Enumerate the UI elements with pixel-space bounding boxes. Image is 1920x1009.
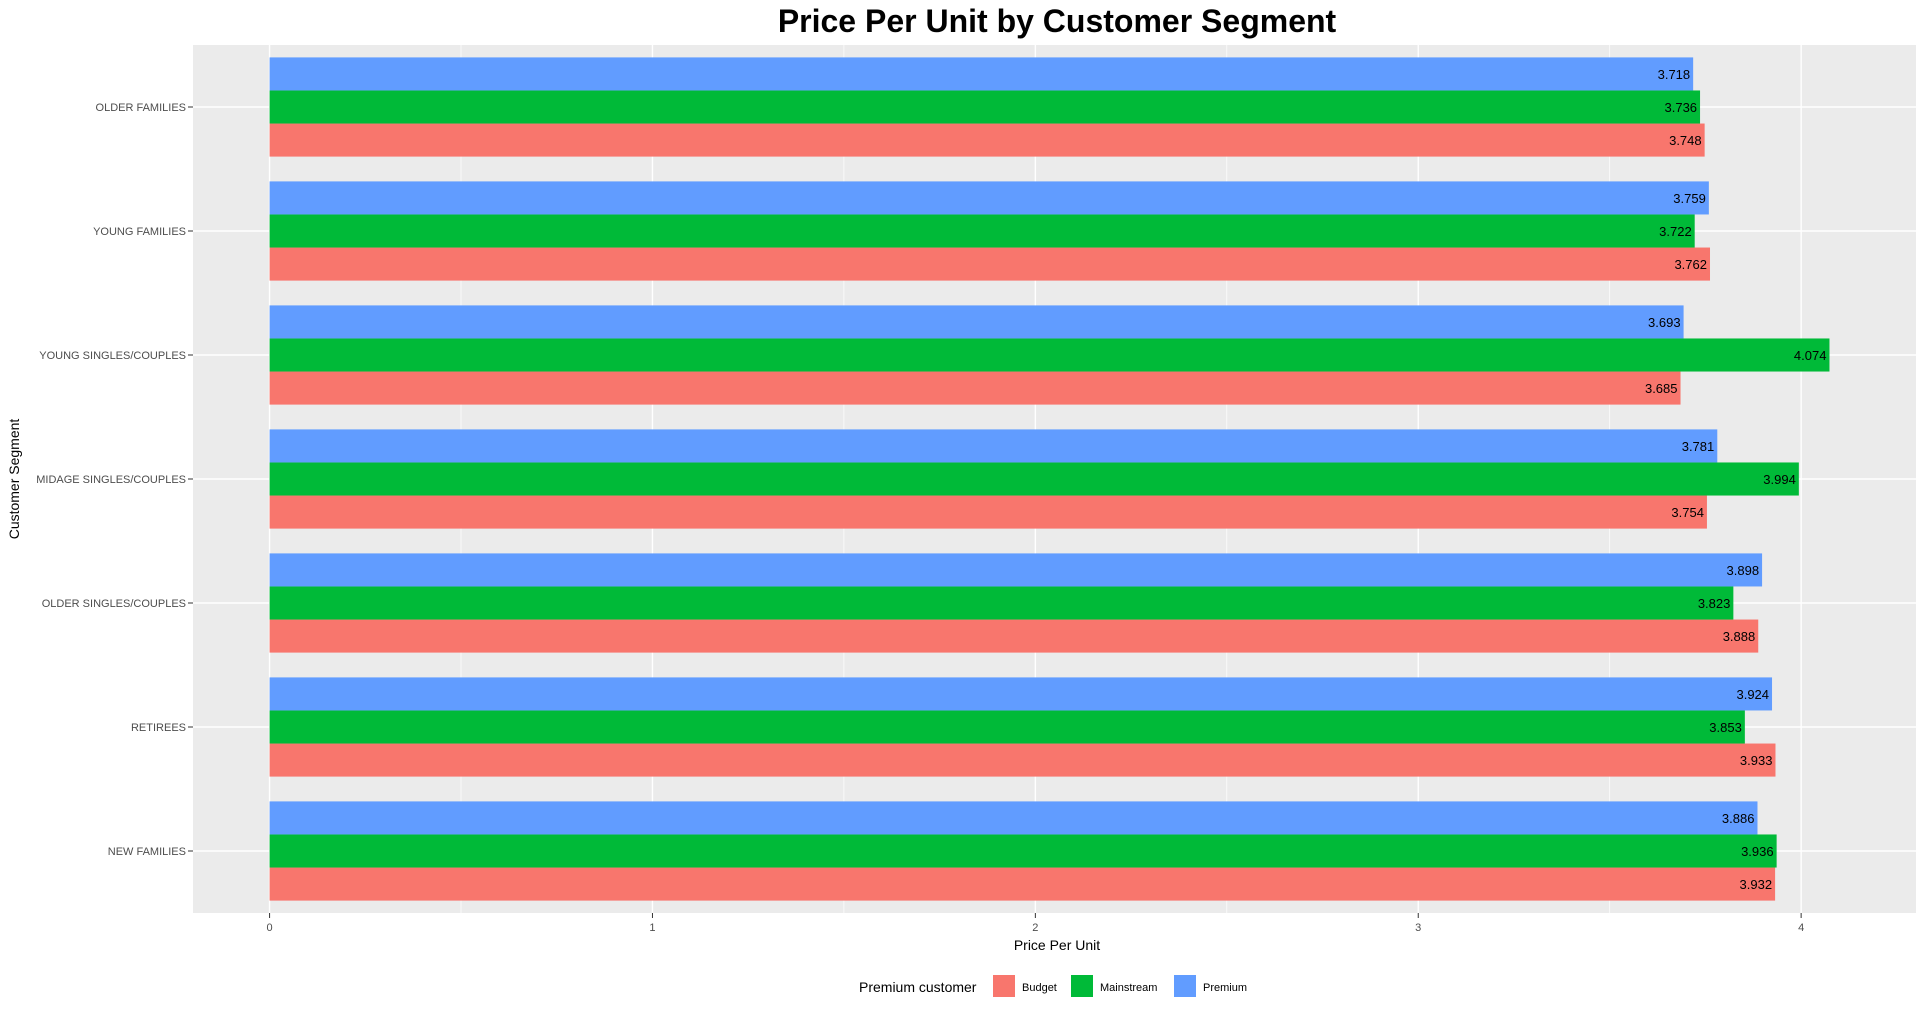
data-label: 3.888 — [1723, 629, 1756, 644]
legend-key — [993, 975, 1015, 997]
data-label: 3.748 — [1669, 133, 1702, 148]
bar — [269, 801, 1758, 835]
legend-title: Premium customer — [859, 979, 977, 995]
legend-key — [1174, 975, 1196, 997]
x-axis-title: Price Per Unit — [1014, 937, 1100, 953]
y-axis: OLDER FAMILIES YOUNG FAMILIES YOUNG SINGLE… — [36, 102, 193, 858]
y-tick-label: OLDER FAMILIES — [96, 102, 186, 114]
y-tick-label: MIDAGE SINGLES/COUPLES — [36, 474, 186, 486]
x-tick-label: 3 — [1415, 922, 1421, 934]
bar — [269, 462, 1799, 496]
x-tick-label: 1 — [649, 922, 655, 934]
legend-label: Premium — [1203, 982, 1247, 994]
data-label: 3.685 — [1645, 381, 1678, 396]
data-label: 4.074 — [1794, 348, 1827, 363]
data-label: 3.933 — [1740, 753, 1773, 768]
data-label: 3.823 — [1698, 596, 1731, 611]
x-tick-label: 4 — [1798, 922, 1804, 934]
data-label: 3.762 — [1674, 257, 1707, 272]
bar — [269, 90, 1701, 124]
data-label: 3.936 — [1741, 844, 1774, 859]
bar — [269, 123, 1705, 157]
bar — [269, 214, 1695, 248]
bar — [269, 553, 1763, 587]
y-tick-label: OLDER SINGLES/COUPLES — [42, 598, 186, 610]
bar — [269, 619, 1759, 653]
y-axis-title: Customer Segment — [6, 419, 22, 540]
data-label: 3.693 — [1648, 315, 1681, 330]
bar — [269, 247, 1711, 281]
bars — [269, 57, 1830, 901]
legend-label: Mainstream — [1100, 982, 1157, 994]
data-label: 3.932 — [1740, 877, 1773, 892]
data-label: 3.754 — [1671, 505, 1704, 520]
data-label: 3.994 — [1763, 472, 1796, 487]
bar — [269, 867, 1776, 901]
data-label: 3.759 — [1673, 191, 1706, 206]
y-tick-label: NEW FAMILIES — [108, 846, 186, 858]
bar — [269, 495, 1707, 529]
legend-items: Budget Mainstream Premium — [993, 975, 1247, 997]
x-tick-label: 0 — [267, 922, 273, 934]
data-label: 3.718 — [1658, 67, 1691, 82]
chart-title: Price Per Unit by Customer Segment — [778, 3, 1337, 39]
bar — [269, 338, 1830, 372]
legend-key — [1071, 975, 1093, 997]
bar — [269, 57, 1694, 91]
bar — [269, 429, 1718, 463]
bar — [269, 743, 1776, 777]
data-labels: 3.748 3.736 3.718 3.762 3.722 3.759 3.685 4.074… — [1645, 67, 1826, 892]
x-axis: 0 1 2 3 4 — [267, 913, 1804, 934]
legend: Premium customer Budget Mainstream Premium — [859, 975, 1247, 997]
data-label: 3.736 — [1665, 100, 1698, 115]
data-label: 3.924 — [1736, 687, 1769, 702]
y-tick-label: YOUNG SINGLES/COUPLES — [39, 350, 186, 362]
data-label: 3.722 — [1659, 224, 1692, 239]
data-label: 3.886 — [1722, 811, 1755, 826]
data-label: 3.853 — [1709, 720, 1742, 735]
data-label: 3.781 — [1682, 439, 1715, 454]
bar — [269, 586, 1734, 620]
bar — [269, 834, 1777, 868]
data-label: 3.898 — [1727, 563, 1760, 578]
bar — [269, 305, 1684, 339]
bar — [269, 710, 1745, 744]
y-tick-label: YOUNG FAMILIES — [93, 226, 186, 238]
y-tick-label: RETIREES — [131, 722, 186, 734]
legend-label: Budget — [1022, 982, 1057, 994]
bar — [269, 677, 1773, 711]
bar — [269, 181, 1709, 215]
bar — [269, 371, 1681, 405]
x-tick-label: 2 — [1032, 922, 1038, 934]
